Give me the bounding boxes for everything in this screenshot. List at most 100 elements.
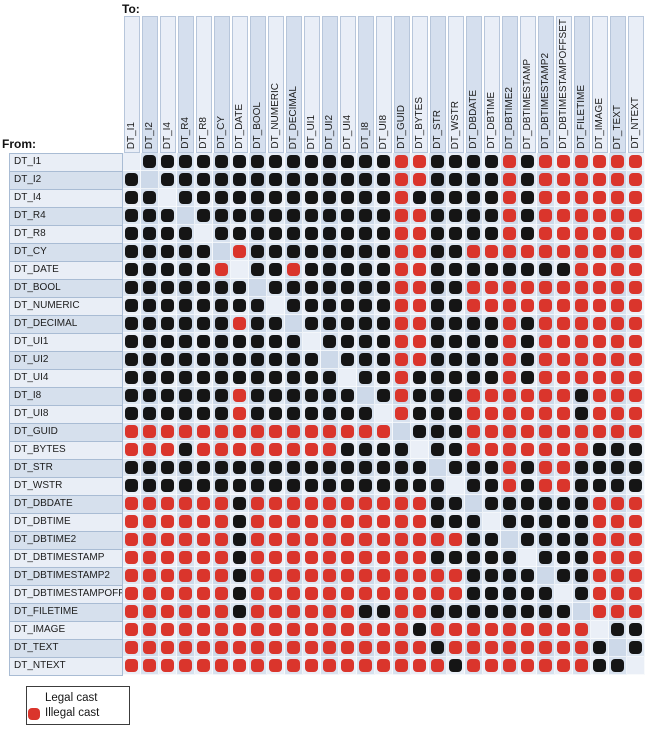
legal-cast-dot: [449, 353, 462, 366]
matrix-cell: [339, 189, 357, 207]
matrix-cell: [357, 585, 375, 603]
legal-cast-dot: [431, 245, 444, 258]
col-header: DT_NUMERIC: [267, 16, 285, 153]
illegal-cast-dot: [413, 209, 426, 222]
matrix-cell: [339, 297, 357, 315]
matrix-cell: [159, 207, 177, 225]
matrix-cell: [231, 603, 249, 621]
illegal-cast-dot: [323, 533, 336, 546]
legal-cast-dot: [251, 299, 264, 312]
matrix-cell: [339, 567, 357, 585]
illegal-cast-dot: [395, 191, 408, 204]
illegal-cast-dot: [557, 389, 570, 402]
legal-cast-dot: [197, 209, 210, 222]
illegal-cast-dot: [539, 425, 552, 438]
matrix-cell: [411, 189, 429, 207]
legal-cast-dot: [485, 461, 498, 474]
col-header: DT_BYTES: [411, 16, 429, 153]
matrix-cell: [231, 621, 249, 639]
matrix-cell: [393, 153, 411, 171]
matrix-cell: [393, 585, 411, 603]
matrix-cell: [411, 333, 429, 351]
matrix-cell: [429, 171, 447, 189]
matrix-cell: [231, 243, 249, 261]
col-header: DT_UI4: [339, 16, 357, 153]
row-label: DT_TEXT: [9, 640, 123, 658]
matrix-cell: [627, 621, 645, 639]
legal-cast-dot: [341, 245, 354, 258]
legal-cast-dot: [197, 155, 210, 168]
matrix-cell: [303, 513, 321, 531]
matrix-cell: [303, 333, 321, 351]
legal-cast-dot: [251, 461, 264, 474]
col-header: DT_DBTIMESTAMP: [519, 16, 537, 153]
matrix-cell: [321, 477, 339, 495]
matrix-cell: [537, 261, 555, 279]
illegal-cast-dot: [233, 407, 246, 420]
legal-cast-dot: [179, 317, 192, 330]
col-header-label: DT_UI4: [342, 114, 353, 149]
illegal-cast-dot: [395, 605, 408, 618]
matrix-cell: [177, 657, 195, 675]
col-header: DT_GUID: [393, 16, 411, 153]
illegal-cast-dot: [611, 353, 624, 366]
matrix-cell: [375, 387, 393, 405]
legal-cast-dot: [125, 263, 138, 276]
matrix-cell: [123, 639, 141, 657]
matrix-cell: [177, 315, 195, 333]
matrix-cell: [429, 477, 447, 495]
legal-cast-dot: [125, 479, 138, 492]
illegal-cast-dot: [431, 623, 444, 636]
illegal-cast-dot: [197, 443, 210, 456]
illegal-cast-dot: [431, 569, 444, 582]
matrix-cell: [411, 549, 429, 567]
illegal-cast-dot: [233, 659, 246, 672]
matrix-cell: [357, 225, 375, 243]
illegal-cast-dot: [269, 497, 282, 510]
col-header-label: DT_WSTR: [450, 100, 461, 149]
matrix-cell: [159, 531, 177, 549]
illegal-cast-dot: [557, 407, 570, 420]
matrix-cell: [213, 279, 231, 297]
matrix-cell: [123, 531, 141, 549]
legal-cast-dot: [539, 533, 552, 546]
legal-cast-dot: [233, 569, 246, 582]
legal-cast-dot: [233, 335, 246, 348]
matrix-cell: [267, 405, 285, 423]
matrix-cell: [159, 297, 177, 315]
legal-cast-dot: [449, 443, 462, 456]
illegal-cast-dot: [395, 389, 408, 402]
illegal-cast-dot: [287, 515, 300, 528]
matrix-cell: [501, 495, 519, 513]
illegal-cast-dot: [503, 389, 516, 402]
matrix-cell: [501, 225, 519, 243]
matrix-cell: [447, 315, 465, 333]
matrix-cell: [537, 441, 555, 459]
matrix-cell: [555, 279, 573, 297]
matrix-cell: [537, 477, 555, 495]
row-label: DT_UI1: [9, 334, 123, 352]
matrix-cell: [537, 603, 555, 621]
matrix-cell: [339, 243, 357, 261]
matrix-cell: [249, 333, 267, 351]
illegal-cast-dot: [575, 191, 588, 204]
matrix-cell: [285, 279, 303, 297]
matrix-cell: [375, 477, 393, 495]
matrix-cell: [501, 657, 519, 675]
matrix-cell: [159, 243, 177, 261]
matrix-cell: [321, 387, 339, 405]
matrix-cell: [573, 423, 591, 441]
matrix-cell: [231, 549, 249, 567]
col-header: DT_I1: [123, 16, 141, 153]
matrix-cell: [339, 333, 357, 351]
matrix-cell: [159, 477, 177, 495]
illegal-cast-dot: [395, 245, 408, 258]
legal-cast-dot: [377, 191, 390, 204]
matrix-cell: [303, 153, 321, 171]
col-header: DT_I4: [159, 16, 177, 153]
legal-cast-dot: [485, 533, 498, 546]
matrix-cell: [519, 423, 537, 441]
matrix-cell: [555, 549, 573, 567]
illegal-cast-dot: [305, 659, 318, 672]
matrix-cell: [177, 639, 195, 657]
